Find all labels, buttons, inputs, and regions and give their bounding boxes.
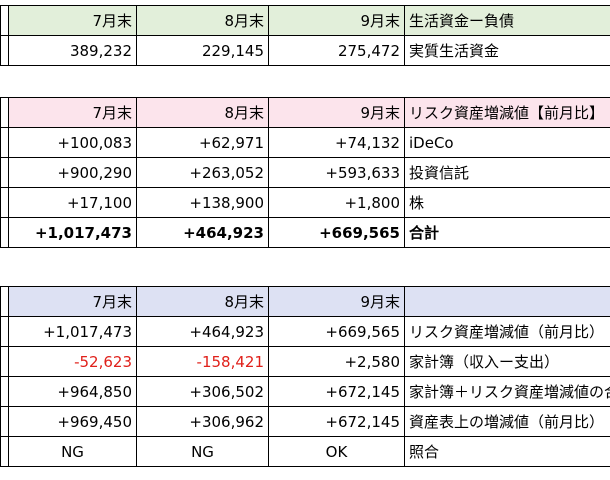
risk-asset-change-table: 7月末 8月末 9月末 リスク資産増減値【前月比】 +100,083 +62,9…	[0, 97, 610, 248]
header-cell-sep[interactable]: 9月末	[268, 5, 405, 36]
cell-aug[interactable]: +464,923	[136, 217, 269, 248]
cell-sep[interactable]: +1,800	[268, 187, 405, 218]
row-edge	[0, 127, 9, 158]
cell-jul[interactable]: +1,017,473	[8, 217, 137, 248]
cell-aug[interactable]: +62,971	[136, 127, 269, 158]
cell-jul[interactable]: +964,850	[8, 376, 137, 407]
table-row: +964,850 +306,502 +672,145 家計簿＋リスク資産増減値の…	[0, 376, 610, 407]
cell-sep[interactable]: +593,633	[268, 157, 405, 188]
table-row: 389,232 229,145 275,472 実質生活資金	[0, 35, 610, 66]
risk-asset-header-row: 7月末 8月末 9月末 リスク資産増減値【前月比】	[0, 97, 610, 128]
cell-sep[interactable]: +672,145	[268, 406, 405, 437]
table-row: +17,100 +138,900 +1,800 株	[0, 187, 610, 218]
cell-aug[interactable]: +464,923	[136, 316, 269, 347]
header-cell-aug[interactable]: 8月末	[136, 5, 269, 36]
cell-jul[interactable]: +100,083	[8, 127, 137, 158]
header-cell-label[interactable]: 生活資金ー負債	[404, 5, 610, 36]
table-row: +900,290 +263,052 +593,633 投資信託	[0, 157, 610, 188]
row-edge	[0, 406, 9, 437]
header-cell-sep[interactable]: 9月末	[268, 97, 405, 128]
table-row: NG NG OK 照合	[0, 436, 610, 467]
total-row: +1,017,473 +464,923 +669,565 合計	[0, 217, 610, 248]
cell-jul[interactable]: +17,100	[8, 187, 137, 218]
table-row: +1,017,473 +464,923 +669,565 リスク資産増減値（前月…	[0, 316, 610, 347]
row-edge	[0, 5, 9, 36]
cell-jul-negative[interactable]: -52,623	[8, 346, 137, 377]
row-label[interactable]: iDeCo	[404, 127, 610, 158]
row-edge	[0, 346, 9, 377]
check-cell-jul[interactable]: NG	[8, 436, 137, 467]
row-label[interactable]: 照合	[404, 436, 610, 467]
row-label[interactable]: 実質生活資金	[404, 35, 610, 66]
row-edge	[0, 157, 9, 188]
row-edge	[0, 316, 9, 347]
cell-aug[interactable]: +306,502	[136, 376, 269, 407]
table-row: +969,450 +306,962 +672,145 資産表上の増減値（前月比）	[0, 406, 610, 437]
row-edge	[0, 217, 9, 248]
living-funds-table: 7月末 8月末 9月末 生活資金ー負債 389,232 229,145 275,…	[0, 5, 610, 66]
cell-sep[interactable]: +2,580	[268, 346, 405, 377]
cell-sep[interactable]: +74,132	[268, 127, 405, 158]
row-edge	[0, 97, 9, 128]
row-label[interactable]: 株	[404, 187, 610, 218]
header-cell-sep[interactable]: 9月末	[268, 286, 405, 317]
reconciliation-header-row: 7月末 8月末 9月末	[0, 286, 610, 317]
header-cell-label[interactable]	[404, 286, 610, 317]
table-row: +100,083 +62,971 +74,132 iDeCo	[0, 127, 610, 158]
row-edge	[0, 436, 9, 467]
cell-jul[interactable]: +969,450	[8, 406, 137, 437]
living-funds-header-row: 7月末 8月末 9月末 生活資金ー負債	[0, 5, 610, 36]
reconciliation-table: 7月末 8月末 9月末 +1,017,473 +464,923 +669,565…	[0, 286, 610, 467]
cell-jul[interactable]: 389,232	[8, 35, 137, 66]
header-cell-aug[interactable]: 8月末	[136, 97, 269, 128]
header-cell-jul[interactable]: 7月末	[8, 5, 137, 36]
row-label[interactable]: 家計簿＋リスク資産増減値の合計	[404, 376, 610, 407]
header-cell-label[interactable]: リスク資産増減値【前月比】	[404, 97, 610, 128]
row-label[interactable]: リスク資産増減値（前月比）	[404, 316, 610, 347]
cell-aug[interactable]: 229,145	[136, 35, 269, 66]
cell-sep[interactable]: 275,472	[268, 35, 405, 66]
check-cell-sep[interactable]: OK	[268, 436, 405, 467]
cell-sep[interactable]: +669,565	[268, 217, 405, 248]
row-edge	[0, 376, 9, 407]
cell-aug-negative[interactable]: -158,421	[136, 346, 269, 377]
row-label[interactable]: 投資信託	[404, 157, 610, 188]
cell-sep[interactable]: +672,145	[268, 376, 405, 407]
cell-sep[interactable]: +669,565	[268, 316, 405, 347]
header-cell-aug[interactable]: 8月末	[136, 286, 269, 317]
cell-jul[interactable]: +1,017,473	[8, 316, 137, 347]
row-label[interactable]: 合計	[404, 217, 610, 248]
row-label[interactable]: 家計簿（収入ー支出）	[404, 346, 610, 377]
row-label[interactable]: 資産表上の増減値（前月比）	[404, 406, 610, 437]
row-edge	[0, 286, 9, 317]
header-cell-jul[interactable]: 7月末	[8, 286, 137, 317]
cell-aug[interactable]: +263,052	[136, 157, 269, 188]
check-cell-aug[interactable]: NG	[136, 436, 269, 467]
cell-aug[interactable]: +138,900	[136, 187, 269, 218]
row-edge	[0, 35, 9, 66]
header-cell-jul[interactable]: 7月末	[8, 97, 137, 128]
cell-jul[interactable]: +900,290	[8, 157, 137, 188]
row-edge	[0, 187, 9, 218]
table-row: -52,623 -158,421 +2,580 家計簿（収入ー支出）	[0, 346, 610, 377]
cell-aug[interactable]: +306,962	[136, 406, 269, 437]
